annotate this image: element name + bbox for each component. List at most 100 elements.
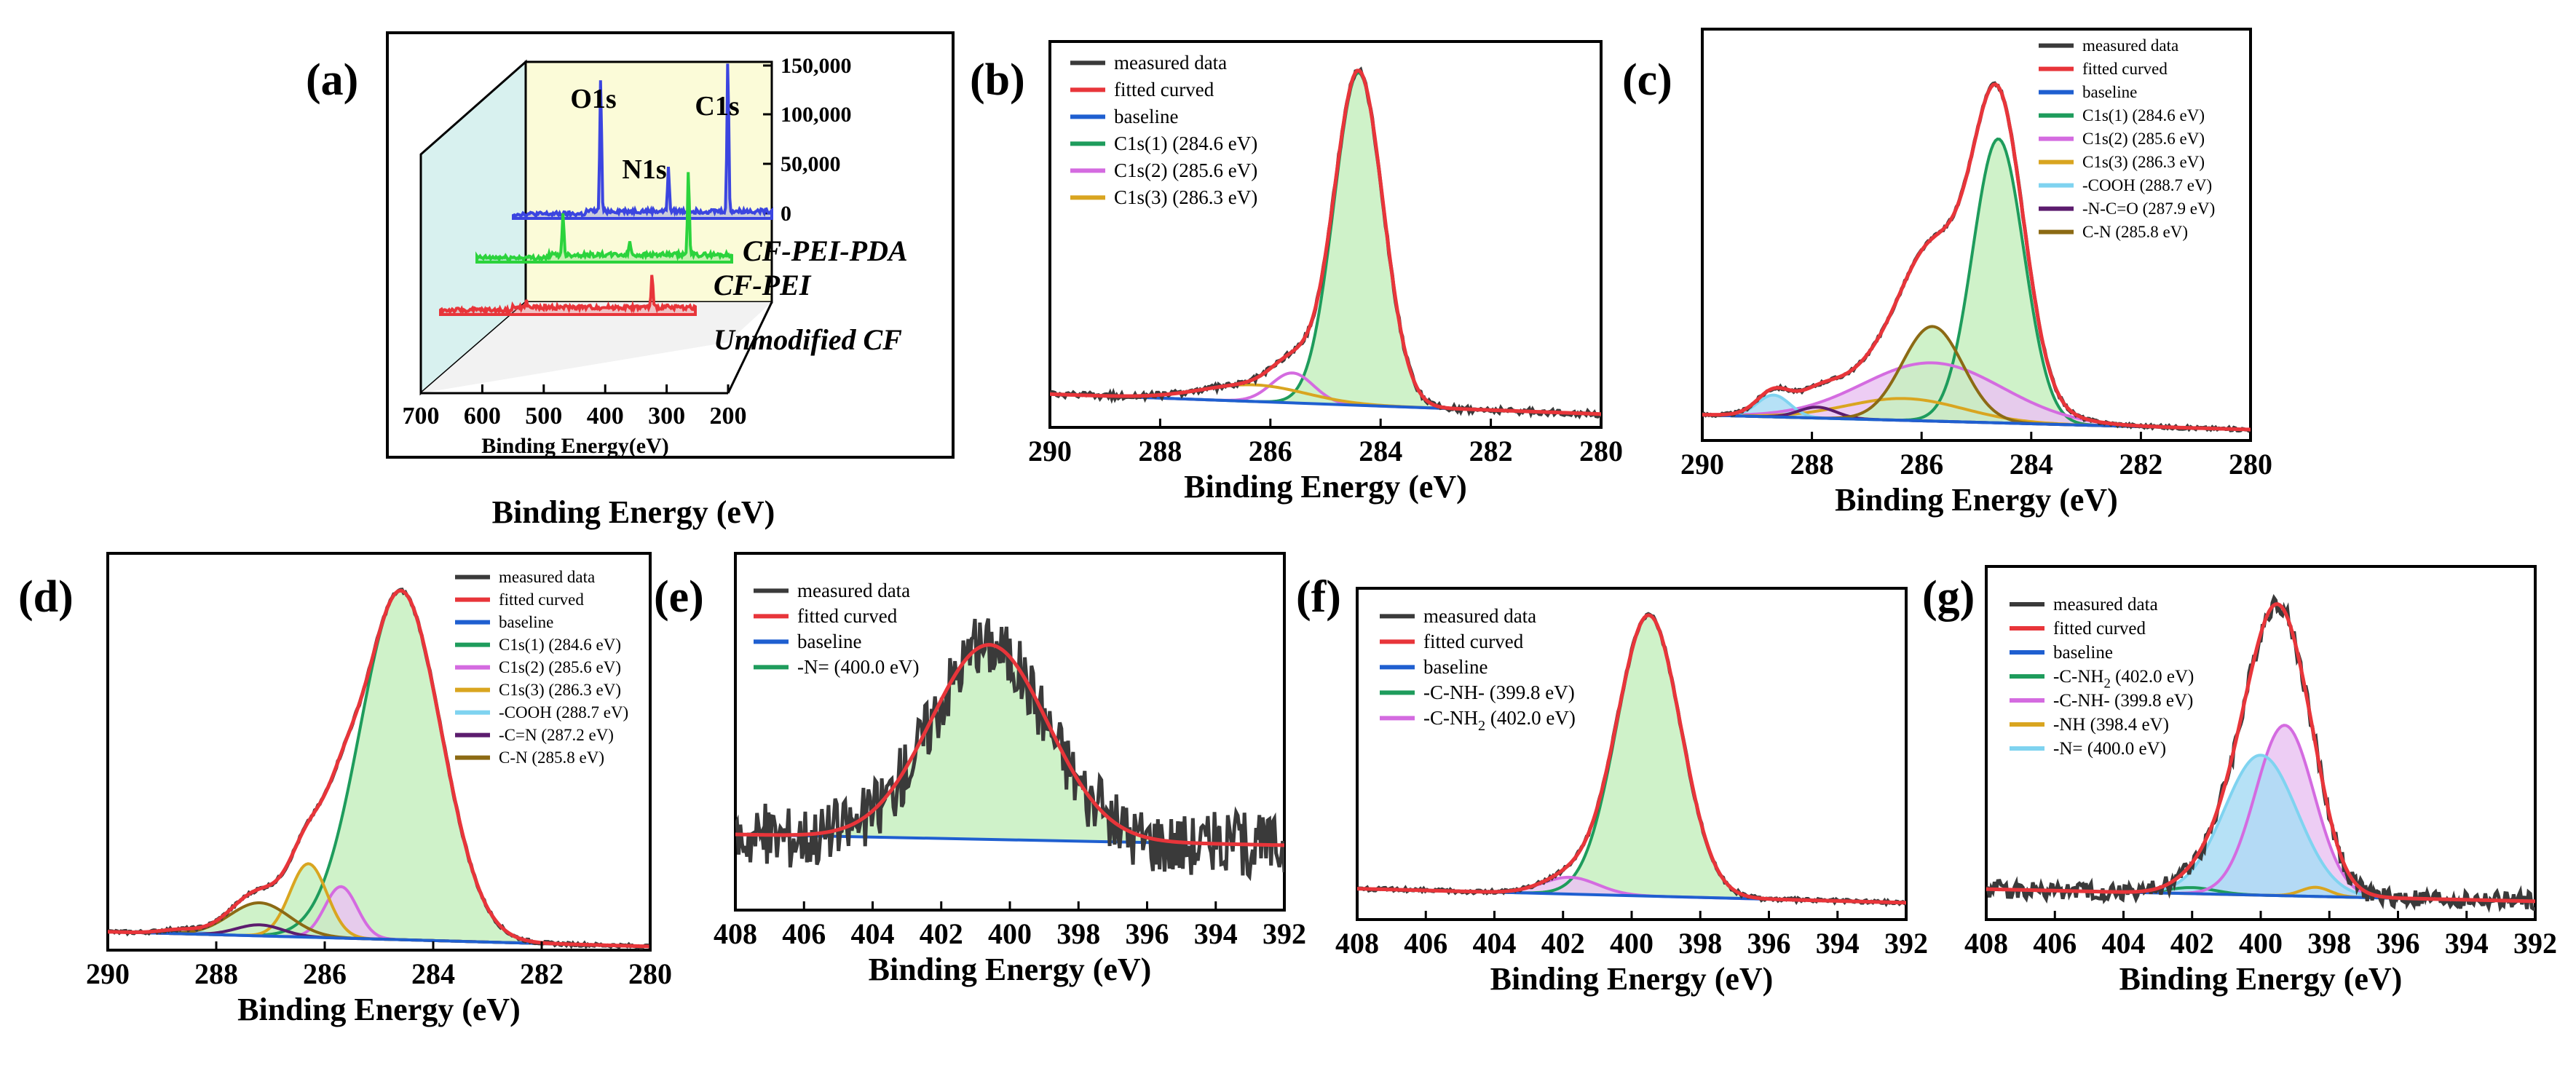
legend-label: -C-NH- (399.8 eV) — [1423, 681, 1575, 703]
legend-label: -C=N (287.2 eV) — [499, 726, 614, 744]
survey-x-tick-label: 300 — [648, 403, 685, 430]
x-axis-label: Binding Energy (eV) — [869, 952, 1152, 987]
survey-series-label: Unmodified CF — [714, 323, 902, 356]
legend-label: fitted curved — [797, 605, 898, 627]
survey-trace — [475, 172, 733, 264]
x-tick-label: 288 — [1790, 448, 1834, 481]
x-axis-label: Binding Energy (eV) — [1490, 961, 1774, 997]
x-tick-label: 404 — [1473, 927, 1517, 960]
x-tick-label: 394 — [1816, 927, 1860, 960]
fitted-curve-line — [108, 588, 650, 949]
x-tick-label: 288 — [1138, 435, 1182, 467]
x-tick-label: 396 — [1747, 927, 1791, 960]
fitted-curve-line — [1050, 68, 1601, 416]
survey-x-tick-label: 700 — [403, 403, 440, 430]
legend-label: measured data — [1423, 605, 1536, 627]
survey-y-tick-label: 50,000 — [781, 152, 841, 176]
survey-trace — [439, 274, 697, 317]
x-axis-label: Binding Energy (eV) — [237, 992, 521, 1027]
x-tick-label: 280 — [1579, 435, 1623, 467]
x-tick-label: 398 — [1056, 917, 1100, 950]
plot-frame — [1048, 40, 1603, 429]
component-fill — [108, 590, 650, 946]
x-axis-label: Binding Energy (eV) — [1835, 482, 2118, 518]
component-fill — [735, 644, 1284, 845]
x-tick-label: 392 — [1884, 927, 1928, 960]
legend-label: fitted curved — [2053, 619, 2146, 639]
x-tick-label: 402 — [920, 917, 963, 950]
fitted-curve-line — [1357, 613, 1906, 905]
survey-series-label: CF-PEI — [714, 269, 812, 301]
x-tick-label: 406 — [2033, 927, 2077, 960]
x-tick-label: 408 — [1335, 927, 1379, 960]
panel-a: (a) 0 50,000 100,000 150,000 CF-PEI-PDACF-PEI… — [306, 31, 955, 530]
x-tick-label: 400 — [988, 917, 1032, 950]
x-tick-label: 284 — [2010, 448, 2053, 481]
x-axis-label: Binding Energy (eV) — [2119, 961, 2403, 997]
survey-series-label: CF-PEI-PDA — [743, 234, 908, 267]
x-tick-label: 286 — [1900, 448, 1943, 481]
survey-x-axis-label: Binding Energy(eV) — [481, 434, 669, 458]
panel-label: (e) — [654, 572, 704, 622]
legend-label: -C-NH- (399.8 eV) — [2053, 691, 2193, 711]
legend-label: C1s(2) (285.6 eV) — [499, 658, 621, 676]
legend-label: fitted curved — [499, 590, 584, 609]
survey-peak-label: N1s — [622, 154, 666, 185]
survey-caption: Binding Energy (eV) — [492, 494, 775, 530]
legend-label: measured data — [2082, 36, 2178, 55]
x-tick-label: 282 — [520, 957, 564, 990]
plot-frame — [1701, 28, 2252, 442]
legend-label: C-N (285.8 eV) — [499, 748, 604, 767]
x-tick-label: 280 — [2229, 448, 2272, 481]
panel-label: (d) — [18, 572, 74, 622]
x-tick-label: 282 — [2119, 448, 2162, 481]
measured-data-line — [1986, 593, 2535, 913]
legend-label: C-N (285.8 eV) — [2082, 223, 2188, 241]
panel-c: 290 288 286 284 282 280 Binding Energy (eV) (c)… — [1622, 28, 2272, 518]
survey-right-edge — [727, 301, 773, 394]
legend-label: -C-NH2 (402.0 eV) — [1423, 707, 1576, 734]
x-tick-label: 408 — [714, 917, 757, 950]
survey-y-tick-label: 100,000 — [781, 103, 852, 127]
legend-label: -N= (400.0 eV) — [2053, 739, 2166, 759]
survey-trace — [512, 63, 773, 220]
survey-x-tick-label: 400 — [587, 403, 624, 430]
x-tick-label: 290 — [1028, 435, 1072, 467]
x-tick-label: 400 — [2239, 927, 2283, 960]
panel-e: 408 406 404 402 400 398 396 394 392 Binding Energ… — [654, 552, 1306, 987]
legend-label: baseline — [1114, 106, 1178, 127]
x-tick-label: 280 — [628, 957, 672, 990]
x-tick-label: 288 — [194, 957, 238, 990]
component-fill — [1357, 615, 1906, 903]
x-tick-label: 398 — [2307, 927, 2351, 960]
survey-y-tick-label: 150,000 — [781, 54, 852, 78]
x-tick-label: 406 — [782, 917, 826, 950]
panel-g: 408 406 404 402 400 398 396 394 392 Binding Energ… — [1922, 565, 2557, 997]
legend-label: baseline — [2053, 643, 2113, 663]
panel-label: (a) — [306, 55, 358, 105]
plot-area — [108, 588, 650, 950]
x-tick-label: 396 — [1126, 917, 1169, 950]
x-tick-label: 404 — [2102, 927, 2146, 960]
panel-b: 290 288 286 284 282 280 Binding Energy (eV) (b)… — [970, 40, 1623, 505]
legend-label: C1s(3) (286.3 eV) — [499, 681, 621, 699]
legend-label: -NH (398.4 eV) — [2053, 715, 2169, 735]
legend-label: measured data — [1114, 52, 1227, 74]
legend-label: -C-NH2 (402.0 eV) — [2053, 667, 2194, 692]
legend-label: baseline — [1423, 656, 1487, 678]
legend-label: measured data — [499, 568, 595, 586]
legend-label: -N= (400.0 eV) — [797, 656, 919, 678]
panel-label: (g) — [1922, 572, 1975, 622]
x-tick-label: 396 — [2377, 927, 2420, 960]
x-tick-label: 282 — [1469, 435, 1513, 467]
legend-label: C1s(1) (284.6 eV) — [2082, 106, 2205, 125]
legend-label: C1s(1) (284.6 eV) — [499, 636, 621, 654]
plot-area — [1986, 593, 2535, 913]
x-tick-label: 284 — [1359, 435, 1402, 467]
plot-area — [1050, 66, 1601, 420]
legend-label: -COOH (288.7 eV) — [499, 703, 628, 722]
legend-label: baseline — [2082, 83, 2137, 101]
x-tick-label: 398 — [1678, 927, 1722, 960]
survey-peak-label: O1s — [570, 84, 616, 114]
